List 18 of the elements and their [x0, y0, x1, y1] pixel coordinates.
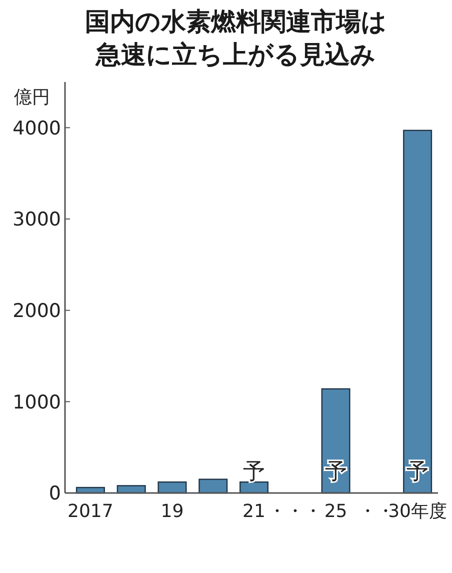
y-axis-title: 億円 — [14, 87, 50, 108]
annotation: 予 — [243, 460, 265, 485]
y-tick-label: 3000 — [12, 208, 61, 231]
x-tick-label: 25 — [324, 501, 348, 522]
y-tick-label: 0 — [48, 482, 61, 505]
annotation: 予 — [324, 460, 347, 485]
bar — [158, 481, 187, 494]
chart-title: 国内の水素燃料関連市場は急速に立ち上がる見込み — [85, 7, 387, 69]
y-tick-label: 2000 — [12, 300, 61, 322]
annotation: 予 — [406, 460, 429, 485]
x-tick-label: ・・・ — [268, 501, 322, 522]
bar — [403, 130, 432, 494]
y-tick-label: 1000 — [12, 391, 61, 414]
bar — [198, 478, 228, 494]
x-tick-label: 2017 — [68, 501, 114, 522]
x-tick-label: 19 — [160, 501, 184, 522]
x-tick-label: 21 — [242, 501, 266, 522]
y-tick-label: 4000 — [12, 117, 61, 140]
